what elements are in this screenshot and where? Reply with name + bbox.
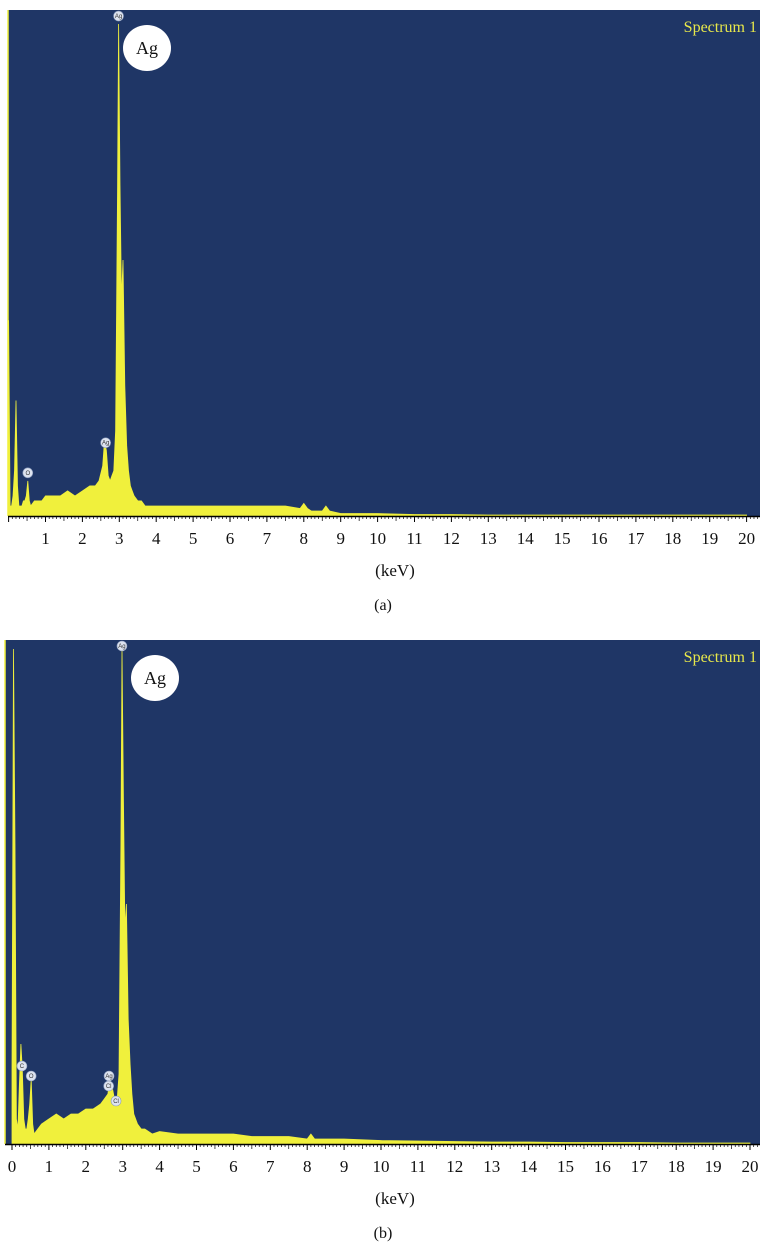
x-tick-label: 4 [155,1157,164,1176]
peak-marker-o: O [25,1070,37,1082]
plot-area [8,10,760,516]
x-tick-label: 1 [41,529,50,548]
x-tick-label: 17 [627,529,645,548]
svg-text:Ag: Ag [136,38,158,58]
x-axis-unit-label: (keV) [375,1189,415,1208]
svg-text:Ag: Ag [115,14,122,20]
x-tick-label: 4 [152,529,161,548]
x-tick-label: 9 [340,1157,349,1176]
spectrum-panel-a: O Ag Ag Ag Spectrum 1 1 2 3 4 5 6 7 8 9 10 11 12 13 14 15 16… [0,10,760,620]
plot-area [5,640,760,1144]
peak-marker-ag: Ag [116,640,128,652]
x-tick-label: 14 [517,529,535,548]
panel-caption: (a) [374,597,392,614]
x-tick-label: 18 [668,1157,685,1176]
peak-marker-ag: Ag [113,10,124,22]
x-tick-label: 13 [480,529,497,548]
x-tick-label: 10 [373,1157,390,1176]
spectrum-series [11,648,751,1145]
x-tick-label: 3 [118,1157,127,1176]
x-tick-label: 16 [591,529,608,548]
spectrum-label: Spectrum 1 [684,649,757,666]
x-tick-label: 8 [300,529,309,548]
spectrum-label: Spectrum 1 [684,19,757,36]
peak-marker-c: C [16,1060,28,1072]
x-tick-label: 18 [664,529,681,548]
x-tick-label: 19 [705,1157,722,1176]
x-tick-label: 12 [446,1157,463,1176]
x-tick-label: 8 [303,1157,312,1176]
x-tick-label: 7 [266,1157,275,1176]
panel-caption: (b) [374,1225,393,1242]
svg-text:Ag: Ag [105,1074,112,1080]
x-tick-label: 3 [115,529,124,548]
x-tick-label: 11 [406,529,422,548]
svg-text:Cl: Cl [106,1084,112,1090]
element-callout: Ag [131,655,179,701]
peak-marker-o: O [22,467,34,479]
x-tick-label: 6 [229,1157,238,1176]
peak-marker-ag: Ag [100,437,111,449]
x-tick-label: 15 [557,1157,574,1176]
x-tick-label: 1 [45,1157,54,1176]
spectrum-panel-b: C O Ag Cl Cl Ag Ag Spectrum 1 0 1 2 3 4 5 6 7 8 9 10 11 12 13… [0,640,760,1254]
svg-text:Ag: Ag [102,441,109,447]
peak-marker-cl: Cl [110,1095,122,1107]
x-axis-unit-label: (keV) [375,561,415,580]
x-tick-label: 17 [631,1157,649,1176]
x-tick-label: 5 [189,529,198,548]
x-tick-label: 2 [82,1157,91,1176]
x-tick-label: 9 [336,529,345,548]
x-tick-label: 19 [701,529,718,548]
peak-marker-ag: Ag [103,1070,115,1082]
x-tick-label: 5 [192,1157,201,1176]
x-tick-label: 6 [226,529,235,548]
x-tick-label: 7 [263,529,272,548]
x-tick-label: 20 [742,1157,759,1176]
svg-text:Ag: Ag [118,644,125,650]
x-tick-label: 2 [78,529,87,548]
x-tick-label: 15 [554,529,571,548]
x-tick-label: 13 [483,1157,500,1176]
x-tick-label: 11 [410,1157,426,1176]
svg-text:C: C [20,1064,25,1070]
svg-text:O: O [25,471,30,477]
x-tick-label: 14 [520,1157,538,1176]
svg-text:Ag: Ag [144,668,166,688]
x-tick-label: 16 [594,1157,611,1176]
spectrum-series [8,23,747,517]
svg-text:O: O [29,1074,34,1080]
x-tick-label: 12 [443,529,460,548]
element-callout: Ag [123,25,171,71]
peak-marker-cl: Cl [103,1080,114,1092]
x-tick-label: 0 [8,1157,17,1176]
svg-text:Cl: Cl [113,1099,119,1105]
x-tick-label: 10 [369,529,386,548]
x-tick-label: 20 [738,529,755,548]
